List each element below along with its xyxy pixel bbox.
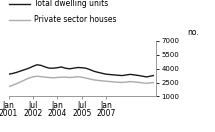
Text: Jan: Jan [3,101,15,110]
Text: Total dwelling units: Total dwelling units [34,0,109,8]
Text: Private sector houses: Private sector houses [34,15,117,24]
Text: Jul: Jul [28,101,38,110]
Text: no.: no. [188,28,199,37]
Text: Jul: Jul [77,101,86,110]
Text: 2001: 2001 [0,109,18,118]
Text: 2005: 2005 [72,109,91,118]
Text: 2002: 2002 [23,109,43,118]
Text: 2004: 2004 [48,109,67,118]
Text: Jan: Jan [100,101,112,110]
Text: 2007: 2007 [96,109,116,118]
Text: Jan: Jan [51,101,63,110]
